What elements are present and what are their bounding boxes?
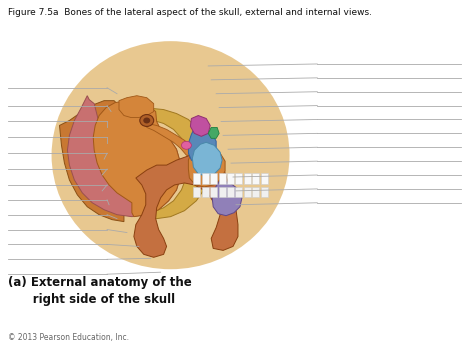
Text: Figure 7.5a  Bones of the lateral aspect of the skull, external and internal vie: Figure 7.5a Bones of the lateral aspect … (8, 9, 372, 17)
Bar (227, 187, 234, 197)
Bar (252, 173, 259, 184)
Ellipse shape (182, 141, 191, 149)
Polygon shape (208, 127, 219, 138)
Polygon shape (188, 125, 216, 163)
Text: (a) External anatomy of the
      right side of the skull: (a) External anatomy of the right side o… (8, 276, 191, 306)
Bar (236, 187, 242, 197)
Bar (210, 187, 217, 197)
Ellipse shape (140, 115, 154, 126)
Polygon shape (144, 109, 210, 219)
Bar (202, 187, 209, 197)
Bar (236, 173, 242, 184)
Bar (210, 173, 217, 184)
Text: © 2013 Pearson Education, Inc.: © 2013 Pearson Education, Inc. (8, 333, 129, 342)
Polygon shape (188, 147, 225, 187)
Polygon shape (93, 101, 181, 217)
Bar (261, 173, 268, 184)
Polygon shape (212, 180, 242, 216)
Bar (227, 173, 234, 184)
Polygon shape (147, 124, 193, 155)
Polygon shape (60, 101, 124, 222)
Polygon shape (119, 96, 154, 118)
Ellipse shape (52, 41, 290, 269)
Ellipse shape (143, 118, 150, 124)
Bar (202, 173, 209, 184)
Bar (244, 173, 251, 184)
Polygon shape (191, 115, 210, 136)
Polygon shape (134, 155, 238, 257)
Bar (193, 173, 201, 184)
Bar (219, 173, 226, 184)
Polygon shape (192, 142, 222, 176)
Bar (244, 187, 251, 197)
Bar (193, 187, 201, 197)
Polygon shape (67, 96, 181, 217)
Bar (252, 187, 259, 197)
Bar (261, 187, 268, 197)
Bar (219, 187, 226, 197)
